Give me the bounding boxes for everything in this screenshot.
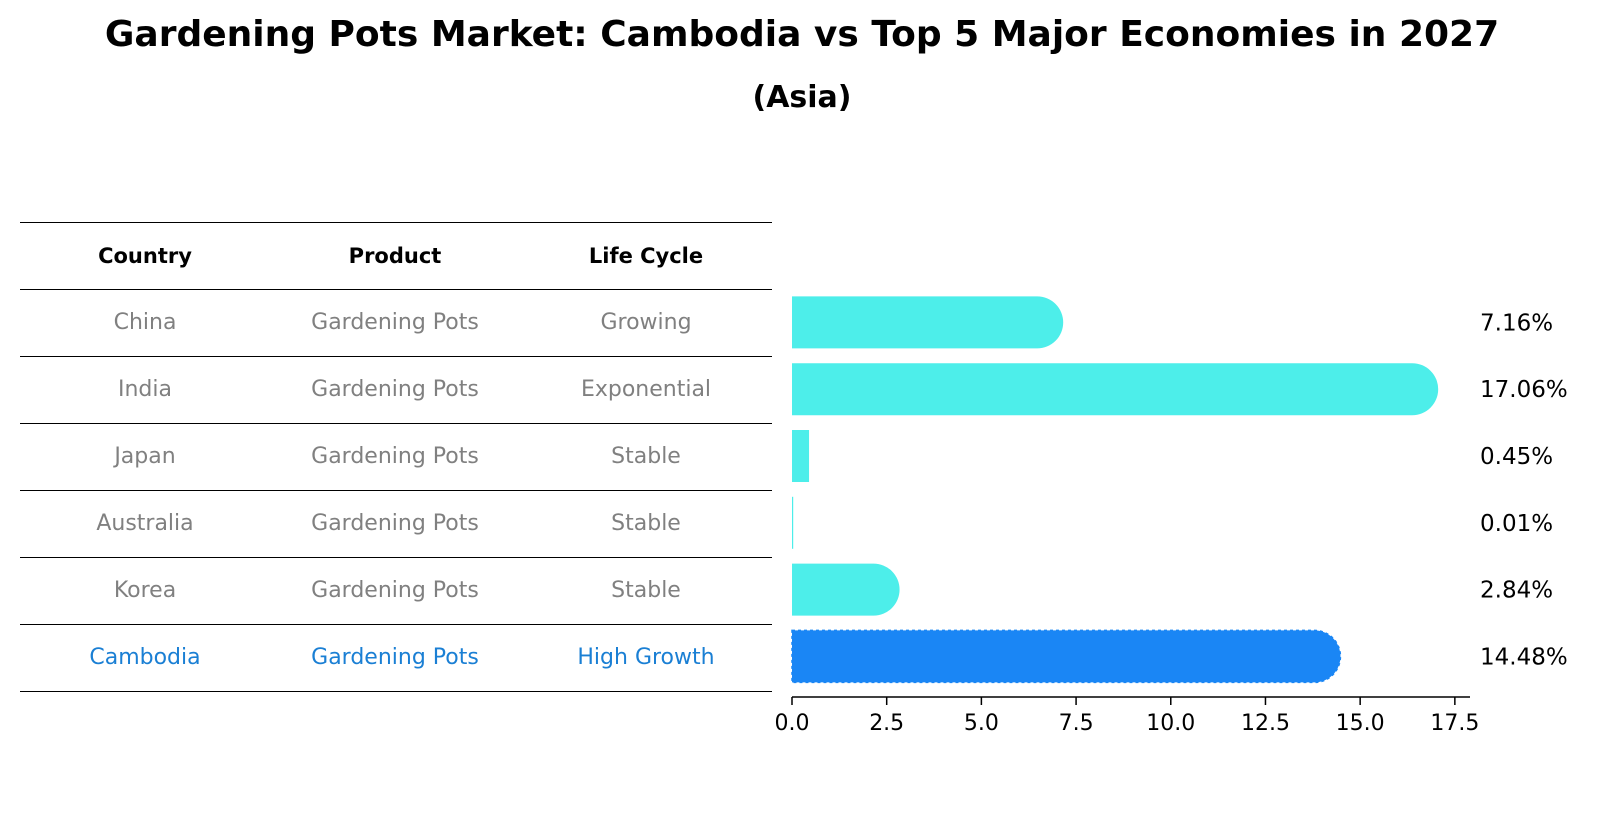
x-tick-label: 15.0	[1336, 711, 1385, 736]
value-label: 14.48%	[1480, 644, 1568, 670]
table-row-highlight: Cambodia Gardening Pots High Growth	[20, 625, 772, 692]
table-header-row: Country Product Life Cycle	[20, 222, 772, 290]
bar-japan	[792, 430, 810, 482]
table-row: China Gardening Pots Growing	[20, 290, 772, 357]
header-country: Country	[98, 244, 192, 268]
table-row: Japan Gardening Pots Stable	[20, 424, 772, 491]
product-cell: Gardening Pots	[311, 578, 479, 603]
table-row: India Gardening Pots Exponential	[20, 357, 772, 424]
product-cell: Gardening Pots	[311, 444, 479, 469]
x-tick-label: 10.0	[1146, 711, 1195, 736]
country-cell: China	[113, 310, 177, 335]
value-label: 0.01%	[1480, 511, 1553, 537]
chart-title: Gardening Pots Market: Cambodia vs Top 5…	[104, 14, 1500, 55]
x-tick-label: 0.0	[775, 711, 810, 736]
market-table: Country Product Life Cycle China Gardeni…	[20, 222, 772, 692]
life-cycle-cell: Exponential	[580, 377, 712, 402]
country-cell: Korea	[113, 578, 177, 603]
chart-subtitle: (Asia)	[752, 80, 852, 115]
header-life-cycle: Life Cycle	[588, 244, 704, 268]
x-tick-label: 5.0	[964, 711, 999, 736]
bar-korea	[792, 563, 900, 616]
header-product: Product	[348, 244, 442, 268]
country-cell: India	[118, 377, 172, 402]
product-cell: Gardening Pots	[311, 377, 479, 402]
value-label: 2.84%	[1480, 578, 1553, 604]
bar-china	[792, 296, 1064, 349]
value-labels-group: 7.16% 17.06% 0.45% 0.01% 2.84% 14.48%	[1480, 310, 1568, 670]
country-cell: Cambodia	[89, 645, 201, 670]
table-row: Korea Gardening Pots Stable	[20, 558, 772, 625]
life-cycle-cell: Growing	[600, 310, 692, 335]
life-cycle-cell: Stable	[611, 578, 681, 603]
x-tick-label: 17.5	[1430, 711, 1479, 736]
x-tick-label: 7.5	[1059, 711, 1094, 736]
value-label: 7.16%	[1480, 310, 1553, 336]
table-row: Australia Gardening Pots Stable	[20, 491, 772, 558]
country-cell: Japan	[114, 444, 176, 469]
product-cell: Gardening Pots	[311, 645, 479, 670]
bar-australia	[792, 496, 794, 549]
life-cycle-cell: High Growth	[577, 645, 715, 670]
product-cell: Gardening Pots	[311, 511, 479, 536]
product-cell: Gardening Pots	[311, 310, 479, 335]
x-tick-label: 2.5	[869, 711, 904, 736]
life-cycle-cell: Stable	[611, 511, 681, 536]
bar-india	[792, 363, 1439, 416]
x-tick-label: 12.5	[1241, 711, 1290, 736]
country-cell: Australia	[96, 511, 194, 536]
value-label: 17.06%	[1480, 377, 1568, 403]
x-axis: 0.0 2.5 5.0 7.5 10.0 12.5 15.0 17.5	[775, 696, 1479, 736]
bar-cambodia	[791, 629, 1342, 684]
life-cycle-cell: Stable	[611, 444, 681, 469]
bars-group	[791, 296, 1439, 684]
value-label: 0.45%	[1480, 444, 1553, 470]
